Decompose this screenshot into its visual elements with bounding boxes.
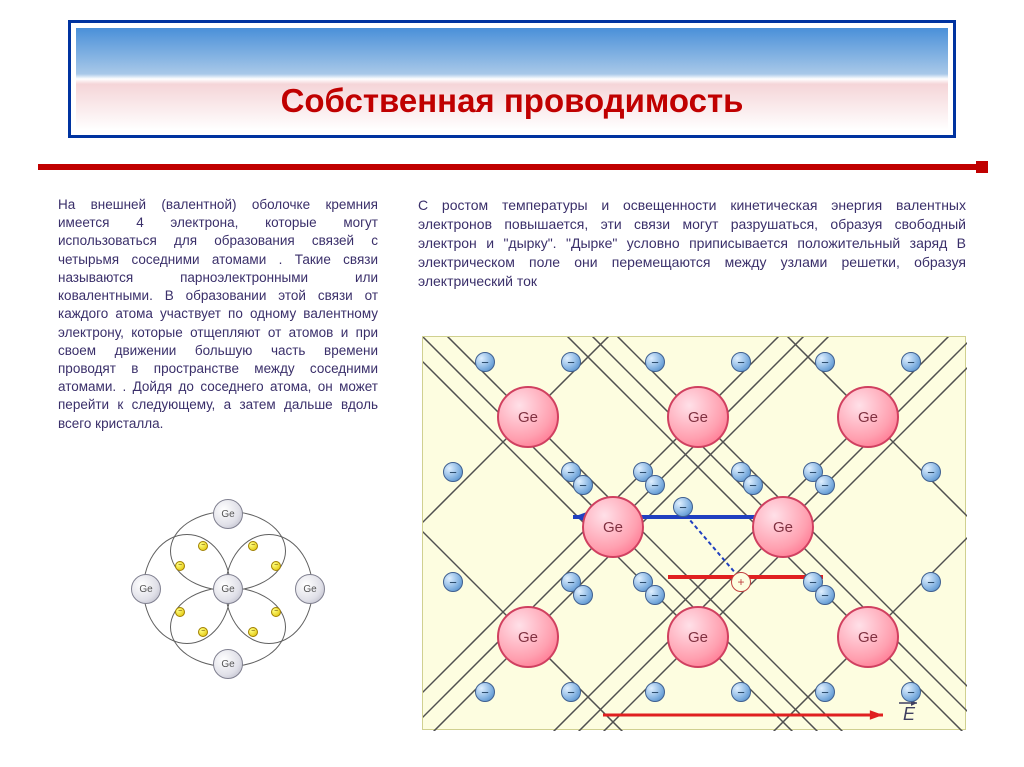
ge-atom-small: Ge bbox=[295, 574, 325, 604]
ge-atom: Ge bbox=[582, 496, 644, 558]
covalent-bond-diagram: Ge Ge Ge Ge Ge − − − − − − − − bbox=[108, 484, 348, 694]
electron: − bbox=[921, 572, 941, 592]
electron: − bbox=[743, 475, 763, 495]
electron: − bbox=[815, 585, 835, 605]
electron: − bbox=[475, 682, 495, 702]
electron: − bbox=[645, 475, 665, 495]
electron: − bbox=[815, 475, 835, 495]
shared-electron: − bbox=[271, 607, 281, 617]
divider bbox=[38, 164, 986, 170]
shared-electron: − bbox=[248, 627, 258, 637]
ge-atom: Ge bbox=[667, 386, 729, 448]
hole: + bbox=[731, 572, 751, 592]
electron: − bbox=[921, 462, 941, 482]
electron: − bbox=[561, 352, 581, 372]
electron: − bbox=[475, 352, 495, 372]
electron: − bbox=[731, 352, 751, 372]
shared-electron: − bbox=[248, 541, 258, 551]
electron: − bbox=[901, 352, 921, 372]
shared-electron: − bbox=[175, 561, 185, 571]
ge-atom: Ge bbox=[837, 606, 899, 668]
ge-atom: Ge bbox=[497, 606, 559, 668]
electron: − bbox=[645, 585, 665, 605]
electron: − bbox=[573, 585, 593, 605]
shared-electron: − bbox=[198, 541, 208, 551]
right-text-block: С ростом температуры и освещенности кине… bbox=[418, 196, 966, 290]
ge-atom-small: Ge bbox=[213, 649, 243, 679]
svg-text:E: E bbox=[903, 704, 916, 724]
electron: − bbox=[731, 682, 751, 702]
electron: − bbox=[561, 682, 581, 702]
shared-electron: − bbox=[271, 561, 281, 571]
banner-gradient: Собственная проводимость bbox=[76, 28, 948, 130]
ge-atom: Ge bbox=[837, 386, 899, 448]
ge-atom-small: Ge bbox=[213, 574, 243, 604]
shared-electron: − bbox=[198, 627, 208, 637]
ge-atom-small: Ge bbox=[213, 499, 243, 529]
ge-atom: Ge bbox=[752, 496, 814, 558]
shared-electron: − bbox=[175, 607, 185, 617]
lattice-diagram: EGeGeGeGeGeGeGeGe−−−−−−−−−−−−−−−−−−−−−−−… bbox=[422, 336, 966, 730]
electron: − bbox=[673, 497, 693, 517]
electron: − bbox=[573, 475, 593, 495]
left-text-block: На внешней (валентной) оболочке кремния … bbox=[58, 196, 378, 433]
electron: − bbox=[815, 682, 835, 702]
electron: − bbox=[815, 352, 835, 372]
electron: − bbox=[443, 462, 463, 482]
electron: − bbox=[901, 682, 921, 702]
ge-atom: Ge bbox=[667, 606, 729, 668]
electron: − bbox=[443, 572, 463, 592]
electron: − bbox=[645, 352, 665, 372]
title-banner: Собственная проводимость bbox=[68, 20, 956, 138]
electron: − bbox=[645, 682, 665, 702]
page-title: Собственная проводимость bbox=[281, 82, 744, 120]
ge-atom-small: Ge bbox=[131, 574, 161, 604]
ge-atom: Ge bbox=[497, 386, 559, 448]
